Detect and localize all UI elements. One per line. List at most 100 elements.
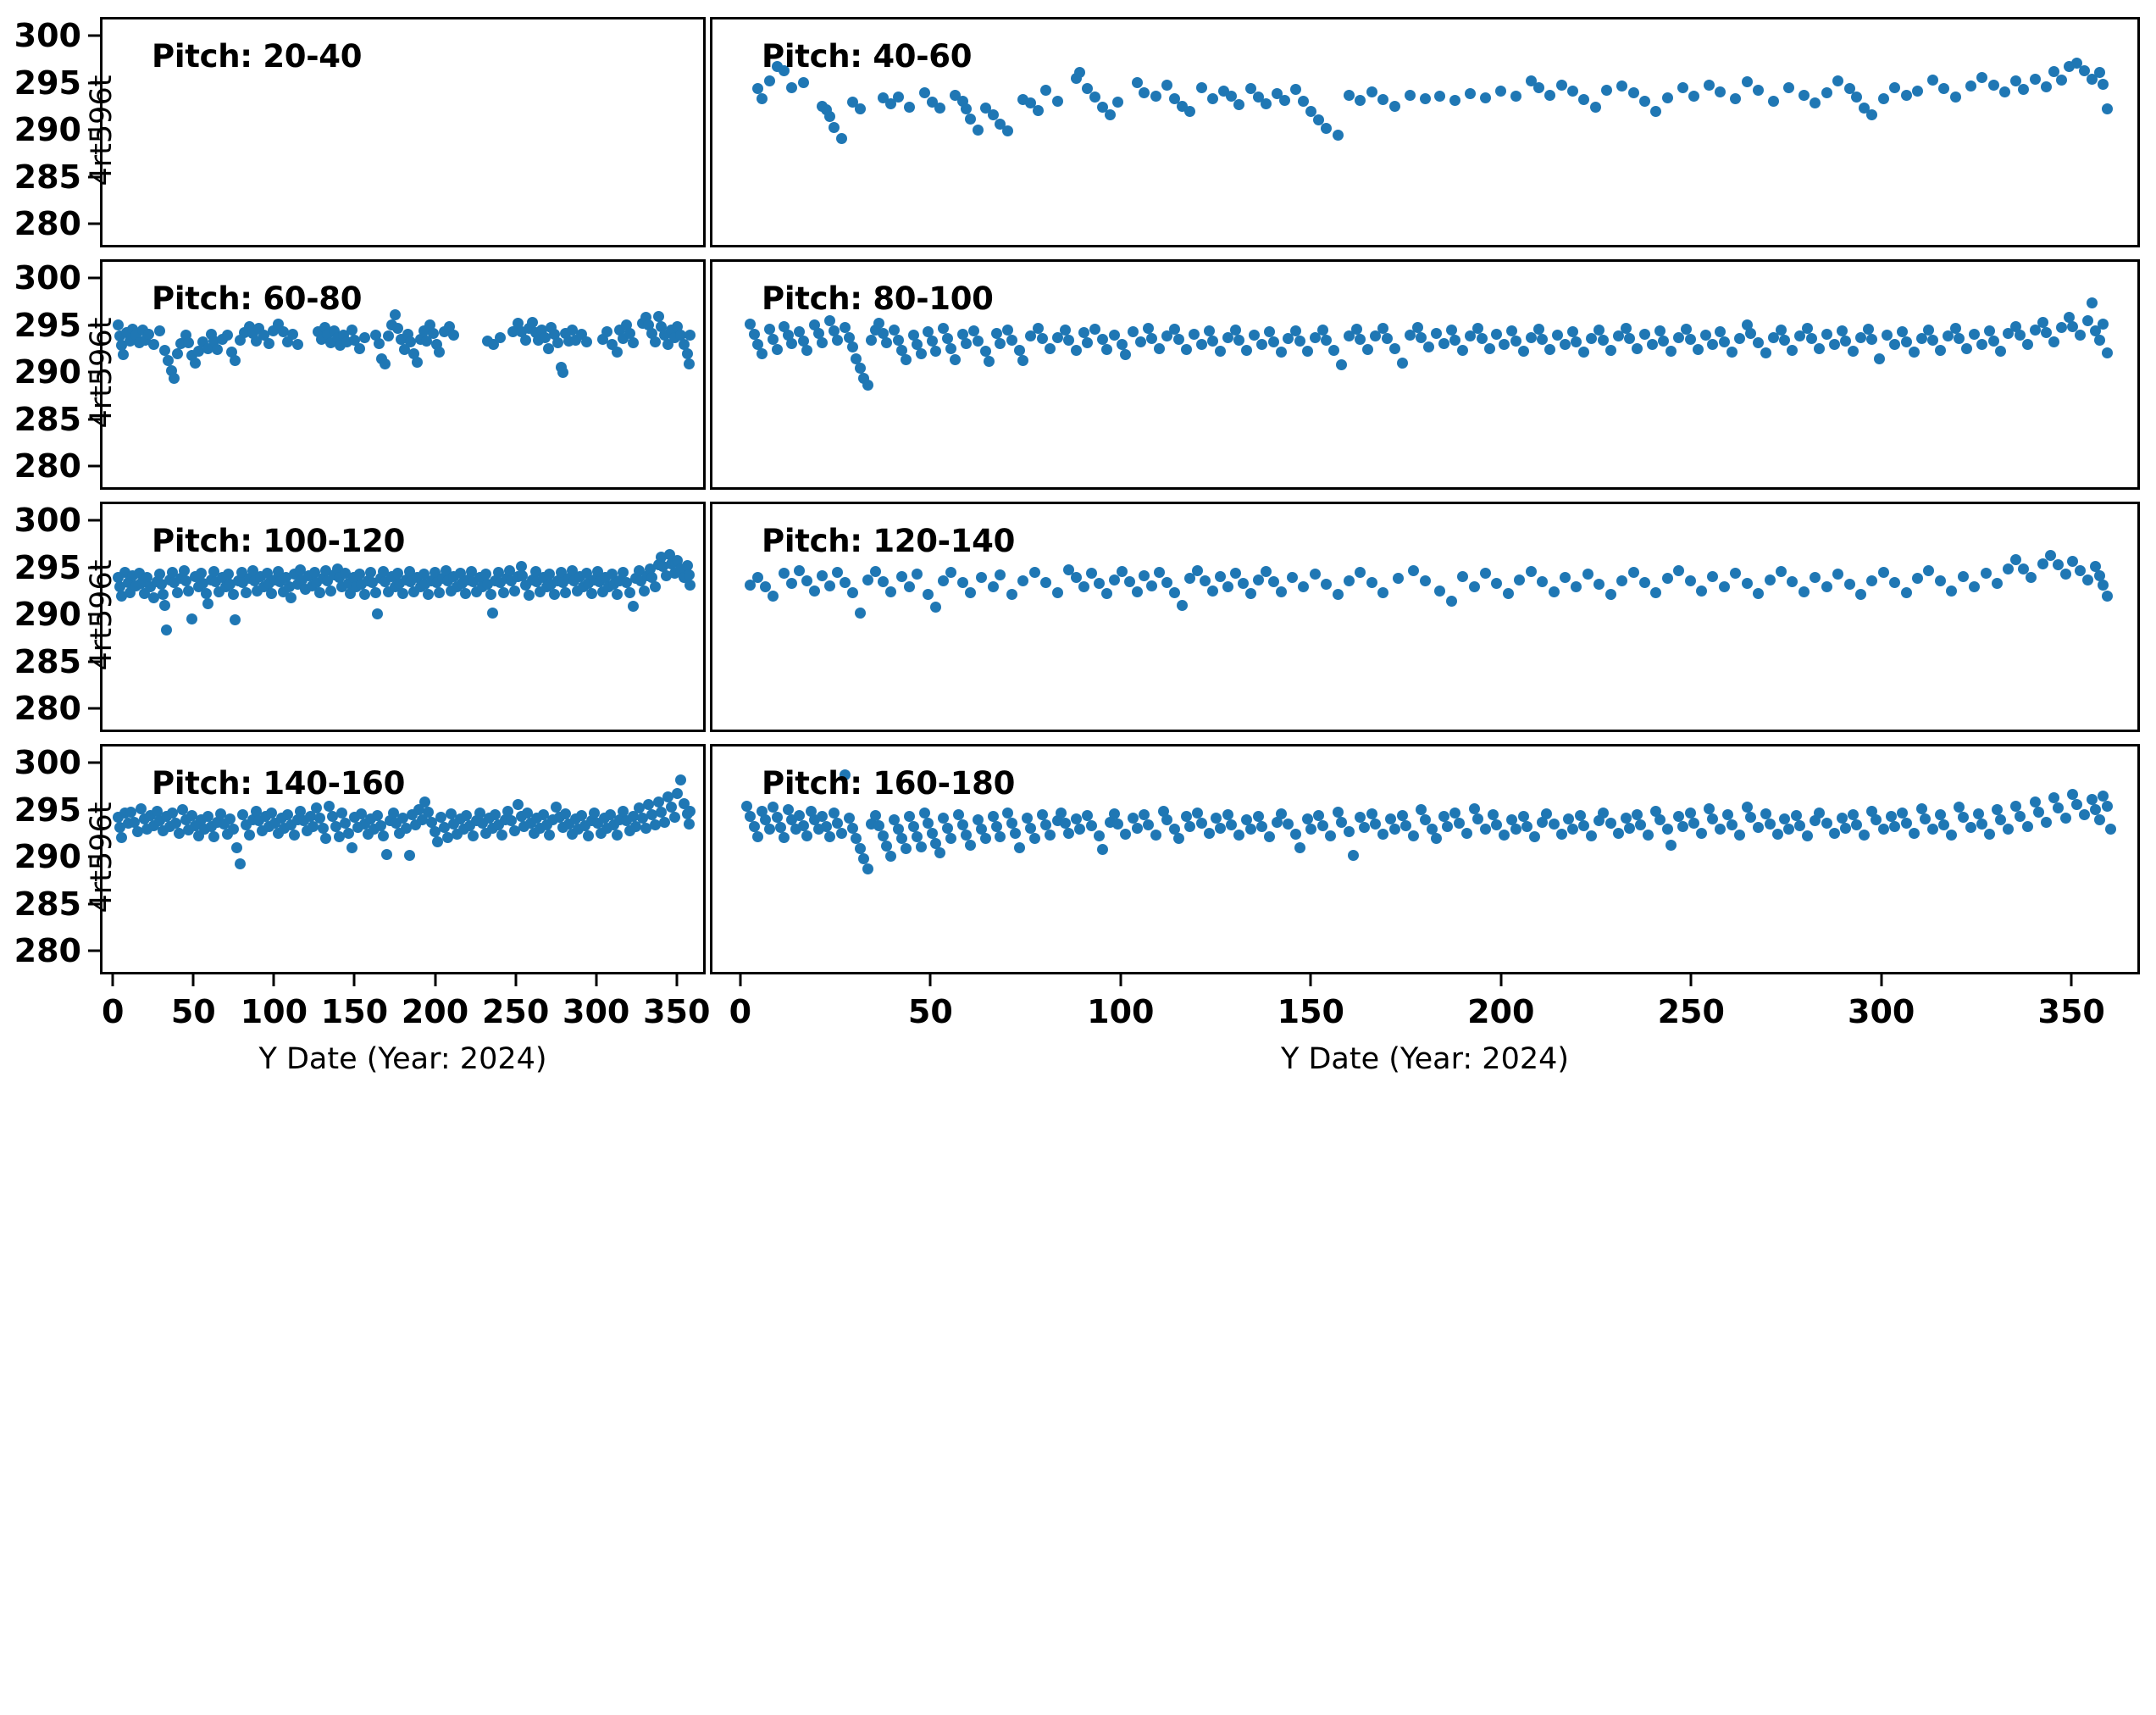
data-point <box>159 344 171 356</box>
data-point <box>869 809 881 821</box>
data-point <box>1707 339 1719 351</box>
data-point <box>1991 804 2003 816</box>
data-point <box>2003 328 2015 340</box>
data-point <box>1969 581 1981 593</box>
x-tick-label: 350 <box>2037 993 2105 1030</box>
data-point <box>1976 339 1988 351</box>
data-point <box>585 587 597 599</box>
panel-pitch-80-100[interactable]: Pitch: 80-100 <box>710 259 2140 490</box>
panel-pitch-40-60[interactable]: Pitch: 40-60 <box>710 17 2140 247</box>
data-point <box>817 811 829 822</box>
data-point <box>1957 812 1969 824</box>
data-point <box>866 334 878 346</box>
data-point <box>542 342 554 354</box>
data-point <box>537 808 549 820</box>
x-tick-mark <box>111 974 114 986</box>
panel-pitch-140-160[interactable]: Pitch: 140-160 <box>100 744 706 974</box>
data-point <box>288 829 300 841</box>
data-point <box>1624 332 1636 344</box>
data-point <box>912 569 923 580</box>
data-point <box>1298 581 1310 593</box>
data-point <box>151 805 163 817</box>
data-point <box>1753 822 1765 834</box>
data-point <box>832 334 844 346</box>
data-point <box>1082 82 1094 94</box>
x-tick-mark <box>1689 974 1693 986</box>
data-point <box>640 311 651 323</box>
data-point <box>1139 87 1150 99</box>
data-point <box>672 787 684 799</box>
data-point <box>1434 90 1446 102</box>
data-point <box>1344 826 1355 838</box>
data-point <box>448 330 460 341</box>
panel-pitch-160-180[interactable]: Pitch: 160-180 <box>710 744 2140 974</box>
data-point <box>228 824 240 835</box>
panel-pitch-120-140[interactable]: Pitch: 120-140 <box>710 502 2140 732</box>
data-point <box>1741 802 1753 813</box>
data-point <box>1275 346 1287 358</box>
data-point <box>1195 817 1207 829</box>
data-point <box>1810 815 1821 827</box>
y-tick-label: 300 <box>14 17 81 55</box>
data-point <box>1131 586 1143 597</box>
data-point <box>1404 330 1416 341</box>
data-point <box>1934 344 1946 356</box>
data-point <box>2090 804 2102 816</box>
data-point <box>904 811 916 822</box>
data-point <box>1408 564 1420 576</box>
data-point <box>1798 586 1810 597</box>
data-point <box>443 320 455 332</box>
y-tick-mark <box>88 519 100 522</box>
data-point <box>1707 813 1719 825</box>
data-point <box>1192 564 1204 576</box>
data-point <box>1919 813 1931 825</box>
data-point <box>794 564 806 576</box>
data-point <box>2070 57 2082 69</box>
data-point <box>1093 830 1105 841</box>
data-point <box>1810 97 1821 109</box>
data-point <box>976 824 988 835</box>
data-point <box>1673 331 1685 343</box>
data-point <box>381 848 393 860</box>
data-point <box>1866 333 1878 345</box>
panel-pitch-60-80[interactable]: Pitch: 60-80 <box>100 259 706 490</box>
data-point <box>854 103 866 114</box>
data-point <box>840 769 851 781</box>
y-tick-label: 280 <box>14 932 81 970</box>
panel-pitch-20-40[interactable]: Pitch: 20-40 <box>100 17 706 247</box>
data-point <box>1949 91 1961 103</box>
data-point <box>1571 336 1582 347</box>
data-point <box>1123 575 1135 587</box>
data-point <box>828 325 840 336</box>
panel-pitch-100-120[interactable]: Pitch: 100-120 <box>100 502 706 732</box>
data-point <box>2063 311 2075 323</box>
data-point <box>1332 806 1344 818</box>
data-point <box>1264 326 1276 337</box>
data-point <box>2010 553 2022 565</box>
data-point <box>1946 585 1958 597</box>
data-point <box>2037 317 2048 329</box>
data-point <box>1555 828 1567 840</box>
data-point <box>1146 580 1158 592</box>
data-point <box>1624 823 1636 835</box>
data-point <box>172 586 184 598</box>
data-point <box>884 98 896 110</box>
data-point <box>1309 331 1321 343</box>
data-point <box>2021 820 2033 832</box>
data-point <box>374 819 386 831</box>
data-point <box>652 796 664 808</box>
data-point <box>1161 330 1173 342</box>
data-point <box>365 566 377 578</box>
data-point <box>643 319 655 331</box>
data-point <box>1991 577 2003 589</box>
data-point <box>817 337 829 349</box>
data-point <box>1358 822 1370 834</box>
data-point <box>1665 839 1677 851</box>
data-point <box>135 803 147 815</box>
data-point <box>1632 342 1643 354</box>
data-point <box>1252 811 1264 822</box>
data-point <box>1120 349 1132 361</box>
data-point <box>1226 90 1238 102</box>
data-point <box>1954 332 1965 344</box>
data-point <box>1260 565 1272 577</box>
